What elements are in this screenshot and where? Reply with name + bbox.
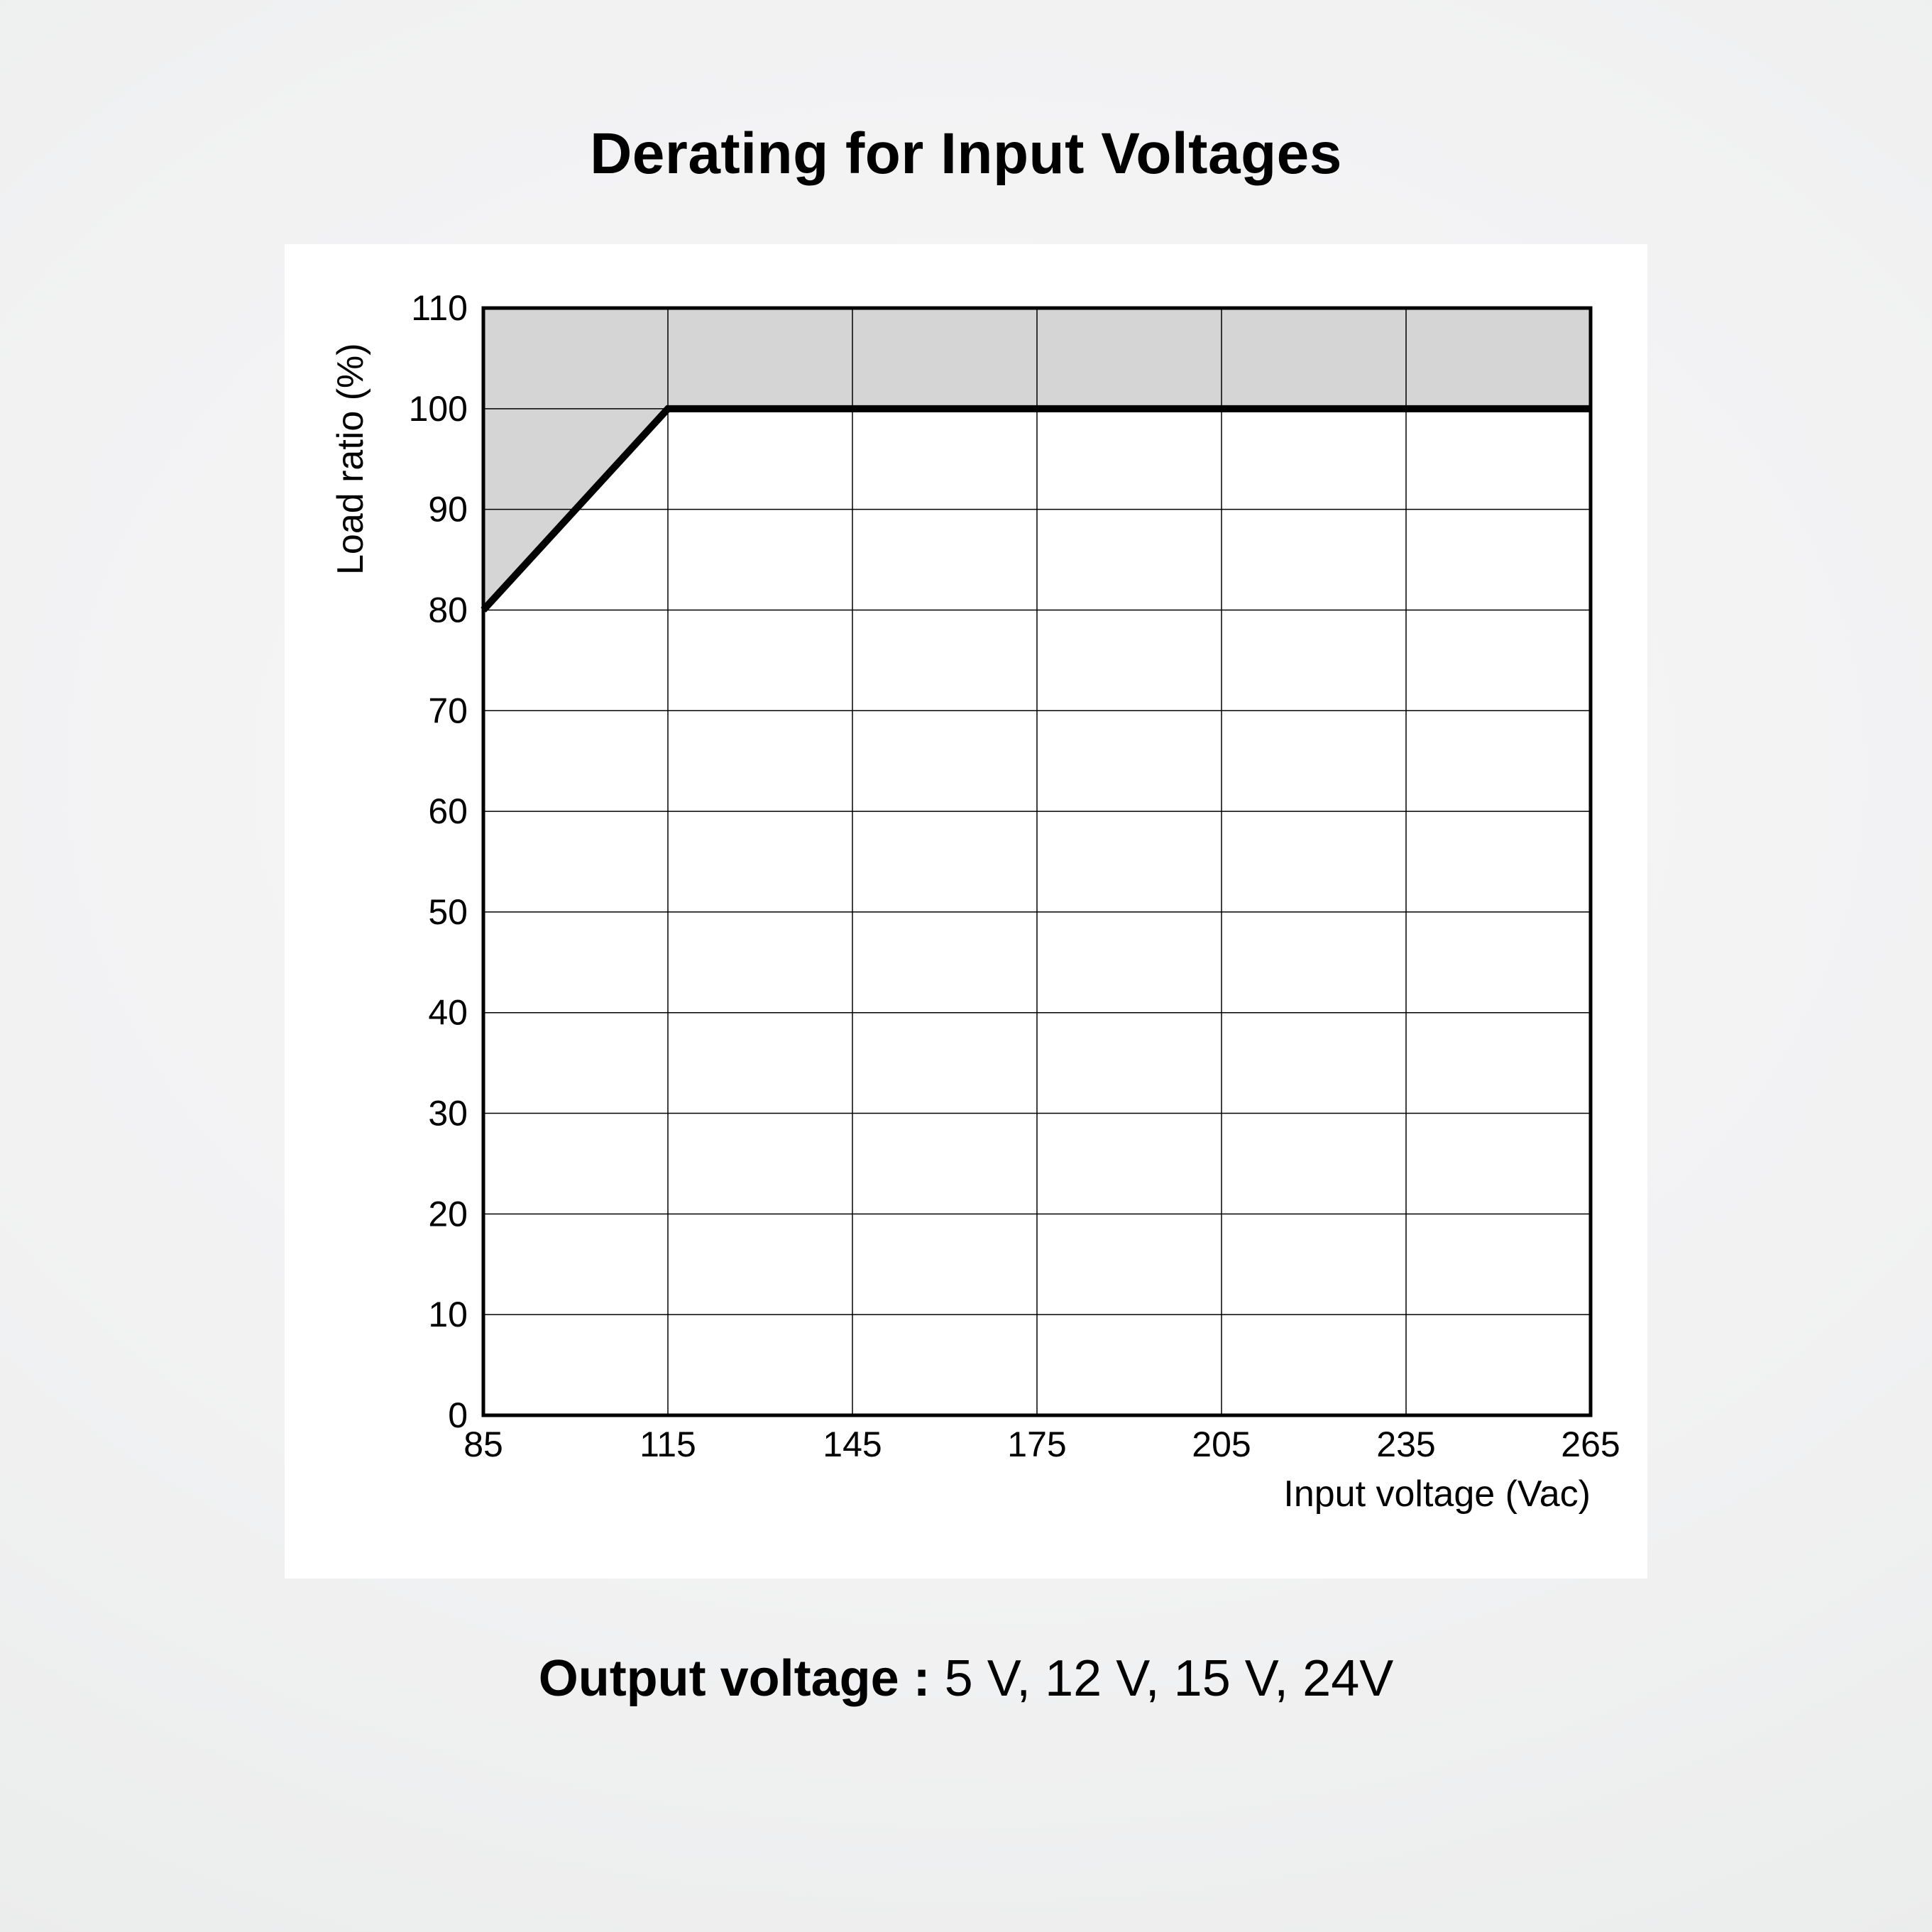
svg-text:70: 70 bbox=[428, 691, 468, 730]
svg-text:50: 50 bbox=[428, 892, 468, 932]
svg-text:Input voltage (Vac): Input voltage (Vac) bbox=[1283, 1473, 1591, 1515]
svg-text:265: 265 bbox=[1561, 1425, 1620, 1464]
svg-text:145: 145 bbox=[823, 1425, 882, 1464]
svg-text:40: 40 bbox=[428, 993, 468, 1033]
svg-text:Load ratio (%): Load ratio (%) bbox=[330, 343, 371, 575]
svg-text:30: 30 bbox=[428, 1094, 468, 1134]
caption: Output voltage : 5 V, 12 V, 15 V, 24V bbox=[539, 1650, 1394, 1708]
page: Derating for Input Voltages 85 115 145 175 2… bbox=[0, 0, 1932, 1932]
svg-text:20: 20 bbox=[428, 1194, 468, 1234]
svg-text:90: 90 bbox=[428, 490, 468, 529]
chart-card: 85 115 145 175 205 235 265 Input voltage (Vac) 0… bbox=[285, 244, 1647, 1579]
svg-text:235: 235 bbox=[1376, 1425, 1435, 1464]
chart-title: Derating for Input Voltages bbox=[590, 121, 1342, 187]
svg-text:0: 0 bbox=[448, 1395, 468, 1435]
derating-chart: 85 115 145 175 205 235 265 Input voltage (Vac) 0… bbox=[285, 244, 1647, 1579]
svg-text:85: 85 bbox=[463, 1425, 503, 1464]
svg-text:115: 115 bbox=[640, 1425, 696, 1464]
svg-text:205: 205 bbox=[1192, 1425, 1251, 1464]
svg-text:110: 110 bbox=[411, 288, 468, 328]
svg-text:175: 175 bbox=[1007, 1425, 1066, 1464]
svg-text:10: 10 bbox=[428, 1295, 468, 1334]
svg-text:60: 60 bbox=[428, 791, 468, 831]
caption-values: 5 V, 12 V, 15 V, 24V bbox=[945, 1650, 1394, 1707]
caption-label: Output voltage : bbox=[539, 1650, 945, 1707]
svg-text:100: 100 bbox=[409, 389, 468, 429]
svg-text:80: 80 bbox=[428, 590, 468, 630]
